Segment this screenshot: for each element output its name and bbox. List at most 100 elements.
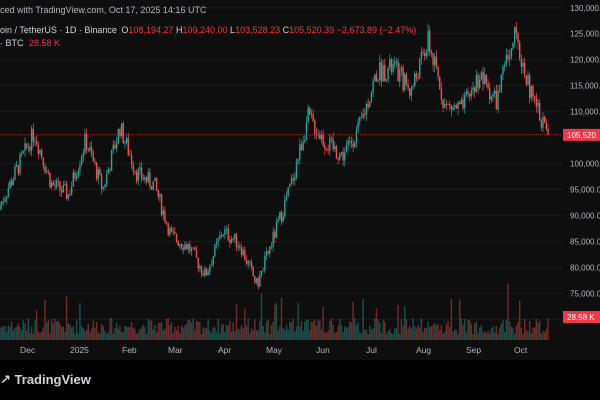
candle-body [325,148,328,151]
price-tick-label: 125,000.00 [570,30,600,39]
candle-body [45,170,48,172]
candle-body [277,219,279,222]
candle-body [144,177,146,180]
tradingview-logo[interactable]: ↗ TradingView [0,372,91,388]
volume-bar [27,318,30,340]
candle-body [365,103,368,115]
candle-body [169,227,171,235]
candle-body [0,201,3,206]
volume-bar [362,298,364,340]
volume-bar [79,303,81,340]
candle-body [417,77,419,79]
candle-body [160,194,163,215]
volume-bar [237,328,239,340]
candle-body [379,61,381,80]
candle-body [95,162,98,180]
volume-bar [427,321,429,340]
volume-bar [50,319,53,340]
candle-body [217,238,219,243]
candle-body [84,133,86,153]
candle-body [29,146,31,151]
time-tick-label: May [266,345,283,355]
volume-legend-value: 28.58 K [29,38,61,48]
candle-body [257,278,259,287]
price-axis[interactable]: 130,000.00 125,000.00 120,000.00 115,000.00… [562,0,600,340]
volume-badge-label: 28.58 K [567,313,595,322]
volume-bar [272,321,274,340]
volume-bar [392,333,394,340]
volume-bar [289,321,291,340]
candle-body [22,151,25,153]
price-axis-bg [562,0,600,340]
candle-body [409,88,411,96]
volume-bar [532,327,534,340]
chart-pane[interactable]: 130,000.00 125,000.00 120,000.00 115,000.00… [0,0,600,360]
candle-body [99,169,101,175]
time-axis[interactable]: Dec 2025 Feb Mar Apr May Jun Jul Aug Sep Oct [20,345,528,355]
candle-body [94,161,96,163]
candle-body [457,102,459,109]
volume-bar [10,321,13,340]
candle-body [484,74,486,84]
price-change: −2,673.89 (−2.47%) [336,25,417,35]
volume-bar [535,318,538,340]
volume-bar [99,333,101,340]
volume-bar [297,302,299,340]
volume-bar [377,319,379,340]
volume-bar [160,321,163,340]
volume-bar [502,319,504,340]
volume-bar [92,320,94,340]
candle-body [319,134,321,140]
candle-body [254,276,256,283]
candle-body [70,186,73,195]
candle-body [20,152,23,155]
candle-body [459,102,461,104]
volume-bar [412,318,414,340]
volume-bar [485,333,488,340]
volume-bar [172,333,174,340]
candle-body [414,73,416,87]
volume-bar [132,327,134,340]
volume-bar [422,332,424,340]
volume-legend-label[interactable]: · BTC [0,38,24,48]
volume-bar [305,319,308,340]
time-tick-label: Sep [466,345,481,355]
candle-body [9,180,11,189]
ohlc-open-value: 108,194.27 [128,25,174,35]
candle-body [475,75,478,92]
candle-body [179,243,181,246]
candle-body [295,161,298,178]
candle-body [427,30,429,52]
volume-bar [177,326,179,340]
candle-body [227,228,229,241]
volume-bar [35,310,38,340]
volume-bar [142,324,144,340]
candle-body [267,251,269,254]
volume-bar [219,333,221,340]
last-price-badge [563,128,600,141]
volume-bar [12,330,15,340]
candle-body [444,103,446,108]
candlestick-chart[interactable]: 130,000.00 125,000.00 120,000.00 115,000.00… [0,0,600,360]
candle-body [54,184,56,187]
volume-bar [190,322,193,340]
candle-body [479,79,481,88]
candle-body [437,66,439,78]
footer-bar [0,360,600,400]
volume-bar [405,319,408,340]
symbol-title[interactable]: oin / TetherUS · 1D · Binance [0,25,117,35]
volume-bar [194,329,196,340]
volume-bar [89,331,91,340]
candle-body [110,150,113,171]
volume-bar [74,333,76,340]
volume-bar [420,318,423,340]
volume-bar [513,333,516,340]
volume-bar [244,308,246,340]
volume-bar [179,332,181,340]
volume-bar [314,319,316,340]
volume-bar [117,328,119,340]
candle-body [82,152,84,158]
volume-bar [152,329,154,340]
candle-body [204,268,206,276]
